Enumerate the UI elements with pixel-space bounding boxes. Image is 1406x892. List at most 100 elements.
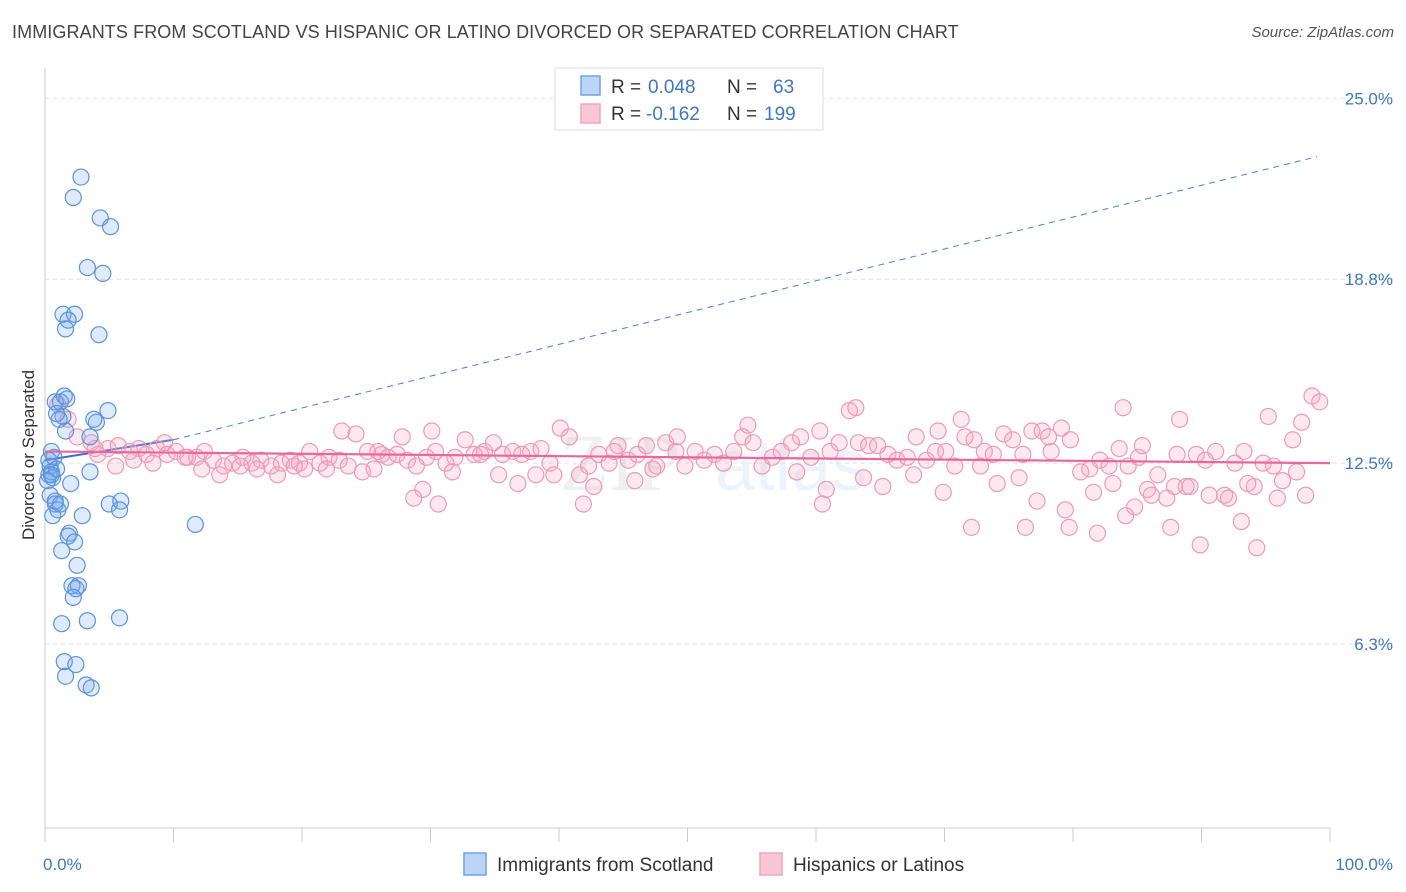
legend-n-label-2: N =	[727, 104, 757, 125]
y-tick-label: 12.5%	[1345, 454, 1393, 473]
bottom-legend: Immigrants from Scotland Hispanics or La…	[463, 852, 964, 876]
point-hispanic	[493, 445, 512, 463]
point-hispanic	[456, 431, 474, 449]
point-hispanic	[1039, 428, 1058, 446]
point-hispanic	[579, 457, 598, 475]
source-label: Source: ZipAtlas.com	[1251, 24, 1394, 41]
point-hispanic	[811, 422, 829, 440]
point-hispanic	[211, 466, 229, 484]
point-scotland	[81, 463, 99, 481]
trend-lines-scotland	[44, 156, 1318, 462]
point-hispanic	[262, 457, 280, 475]
point-hispanic	[330, 451, 348, 469]
point-hispanic	[1114, 399, 1132, 417]
legend-box: R = 0.048 N = 63 R = -0.162 N = 199	[554, 67, 824, 131]
point-scotland	[59, 527, 77, 545]
point-hispanic	[965, 431, 983, 449]
point-hispanic	[695, 451, 713, 469]
point-hispanic	[195, 442, 213, 461]
point-hispanic	[782, 434, 801, 452]
point-hispanic	[1284, 431, 1302, 449]
point-hispanic	[347, 425, 365, 443]
point-scotland	[47, 404, 66, 423]
point-scotland	[87, 413, 106, 431]
point-hispanic	[854, 469, 873, 487]
point-hispanic	[962, 518, 981, 536]
point-scotland	[53, 542, 71, 560]
point-hispanic	[1084, 483, 1103, 501]
point-scotland	[99, 401, 117, 420]
point-hispanic	[574, 495, 593, 513]
point-hispanic	[1165, 477, 1184, 496]
point-hispanic	[1126, 498, 1144, 516]
point-hispanic	[317, 460, 336, 478]
point-hispanic	[423, 422, 441, 440]
point-hispanic	[1149, 466, 1167, 484]
point-scotland	[46, 492, 64, 510]
point-scotland	[58, 390, 76, 408]
point-hispanic	[860, 437, 878, 455]
point-hispanic	[995, 425, 1013, 443]
point-hispanic	[252, 451, 270, 469]
point-hispanic	[1016, 518, 1035, 536]
legend-n-value-1: 63	[773, 77, 794, 98]
point-scotland	[64, 188, 82, 207]
point-hispanic	[1311, 393, 1329, 411]
point-hispanic	[446, 448, 464, 466]
point-scotland	[65, 305, 84, 323]
point-hispanic	[1287, 463, 1306, 481]
point-hispanic	[1110, 439, 1128, 458]
point-hispanic	[333, 422, 351, 440]
point-hispanic	[907, 428, 925, 446]
legend-n-value-2: 199	[764, 104, 796, 125]
point-hispanic	[1004, 431, 1022, 449]
point-hispanic	[1207, 442, 1225, 461]
point-hispanic	[585, 477, 603, 496]
point-hispanic	[1235, 442, 1253, 461]
bottom-legend-label-scotland: Immigrants from Scotland	[497, 855, 713, 876]
point-hispanic	[988, 474, 1006, 493]
y-tick-label: 6.3%	[1354, 635, 1393, 654]
point-hispanic	[193, 460, 211, 478]
point-hispanic	[1168, 445, 1186, 463]
point-hispanic	[1162, 518, 1180, 536]
point-hispanic	[1293, 413, 1311, 431]
point-hispanic	[874, 477, 892, 496]
trend-line-hispanic	[44, 450, 1331, 465]
point-scotland	[81, 428, 99, 446]
y-tick-label: 25.0%	[1345, 89, 1393, 108]
point-hispanic	[532, 439, 550, 458]
trend-line-scotland-extended	[173, 156, 1318, 441]
point-hispanic	[1171, 410, 1189, 428]
point-scotland	[186, 515, 204, 534]
point-hispanic	[144, 454, 162, 472]
point-hispanic	[667, 442, 685, 461]
point-hispanic	[295, 460, 314, 478]
point-hispanic	[929, 422, 947, 440]
point-hispanic	[813, 495, 832, 513]
point-hispanic	[1028, 492, 1046, 510]
y-tick-label: 18.8%	[1345, 270, 1393, 289]
legend-swatch-hispanic	[580, 103, 601, 124]
point-scotland	[112, 492, 130, 510]
point-hispanic	[268, 466, 287, 484]
point-hispanic	[527, 466, 545, 484]
point-hispanic	[125, 451, 143, 469]
point-hispanic	[311, 454, 329, 472]
point-hispanic	[551, 419, 569, 437]
grid-lines	[45, 97, 1395, 645]
point-hispanic	[1219, 489, 1238, 507]
point-hispanic	[934, 483, 952, 501]
point-scotland	[51, 495, 70, 513]
point-hispanic	[637, 437, 655, 455]
axes	[44, 68, 1331, 842]
point-scotland	[56, 320, 75, 338]
point-hispanic	[1117, 507, 1135, 525]
y-tick-labels: 6.3% 12.5% 18.8% 25.0%	[1345, 89, 1393, 654]
y-axis-label: Divorced or Separated	[19, 370, 38, 540]
point-hispanic	[668, 428, 686, 446]
point-hispanic	[714, 454, 733, 472]
point-scotland	[55, 387, 73, 405]
trend-line-hispanic	[44, 450, 1331, 465]
point-scotland	[101, 218, 120, 236]
